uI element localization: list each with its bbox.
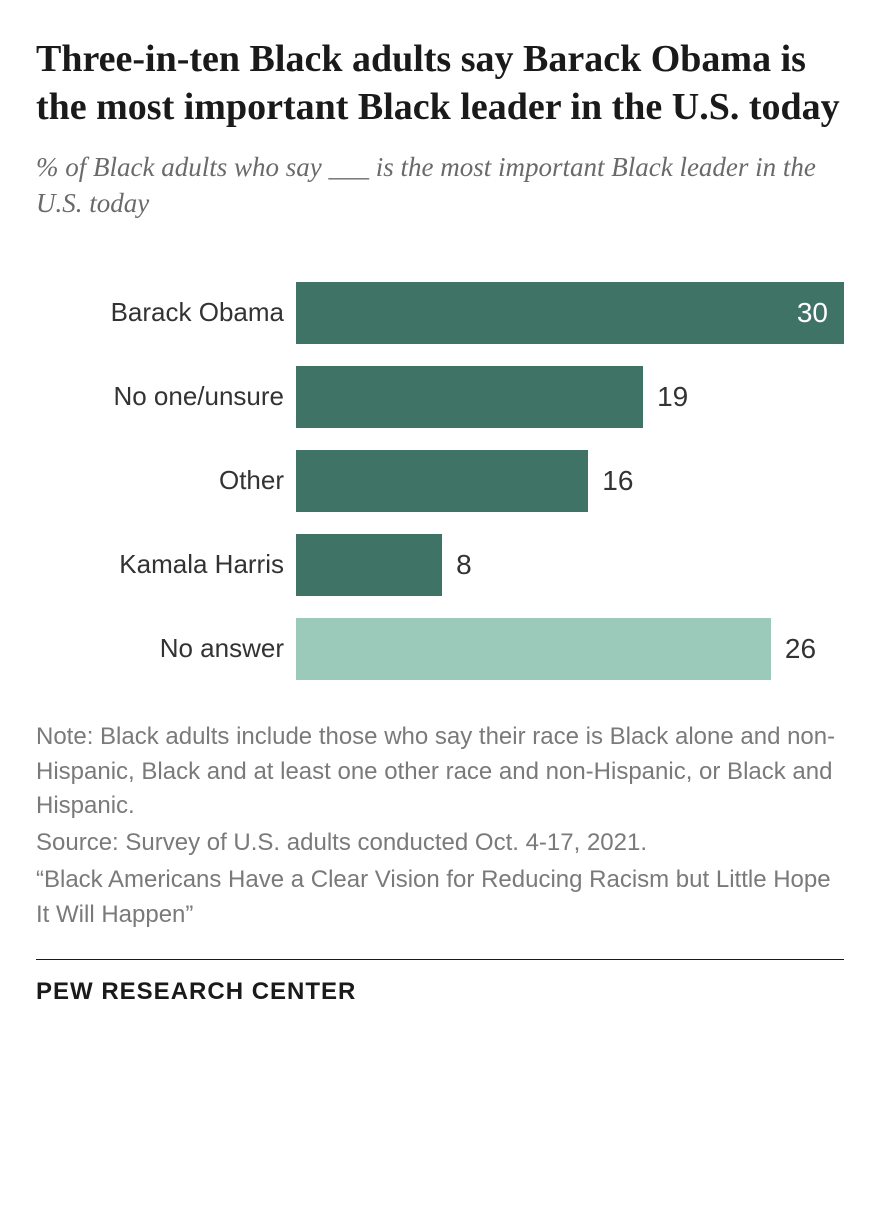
bar-row: No one/unsure19 xyxy=(56,366,844,428)
bar-wrap: 19 xyxy=(296,366,844,428)
source-block: Note: Black adults include those who say… xyxy=(36,720,844,933)
bar: 30 xyxy=(296,282,844,344)
bar: 26 xyxy=(296,618,771,680)
bar-label: No answer xyxy=(56,633,296,664)
bar-value: 30 xyxy=(797,297,828,329)
bar-chart: Barack Obama30No one/unsure19Other16Kama… xyxy=(36,282,844,680)
bar-wrap: 26 xyxy=(296,618,844,680)
chart-report: “Black Americans Have a Clear Vision for… xyxy=(36,863,844,933)
chart-source: Source: Survey of U.S. adults conducted … xyxy=(36,826,844,861)
bar-label: No one/unsure xyxy=(56,381,296,412)
bar-row: No answer26 xyxy=(56,618,844,680)
bar-value: 8 xyxy=(442,549,472,581)
chart-subtitle: % of Black adults who say ___ is the mos… xyxy=(36,149,844,222)
bar-wrap: 16 xyxy=(296,450,844,512)
divider xyxy=(36,959,844,960)
bar-value: 16 xyxy=(588,465,633,497)
bar-row: Kamala Harris8 xyxy=(56,534,844,596)
bar: 8 xyxy=(296,534,442,596)
bar-label: Kamala Harris xyxy=(56,549,296,580)
bar-row: Other16 xyxy=(56,450,844,512)
bar-wrap: 30 xyxy=(296,282,844,344)
bar: 19 xyxy=(296,366,643,428)
footer-attribution: PEW RESEARCH CENTER xyxy=(36,978,844,1006)
bar-label: Other xyxy=(56,465,296,496)
chart-note: Note: Black adults include those who say… xyxy=(36,720,844,824)
bar-label: Barack Obama xyxy=(56,297,296,328)
bar-wrap: 8 xyxy=(296,534,844,596)
bar: 16 xyxy=(296,450,588,512)
chart-title: Three-in-ten Black adults say Barack Oba… xyxy=(36,36,844,131)
bar-value: 26 xyxy=(771,633,816,665)
bar-row: Barack Obama 30 xyxy=(56,282,844,344)
bar-value: 19 xyxy=(643,381,688,413)
